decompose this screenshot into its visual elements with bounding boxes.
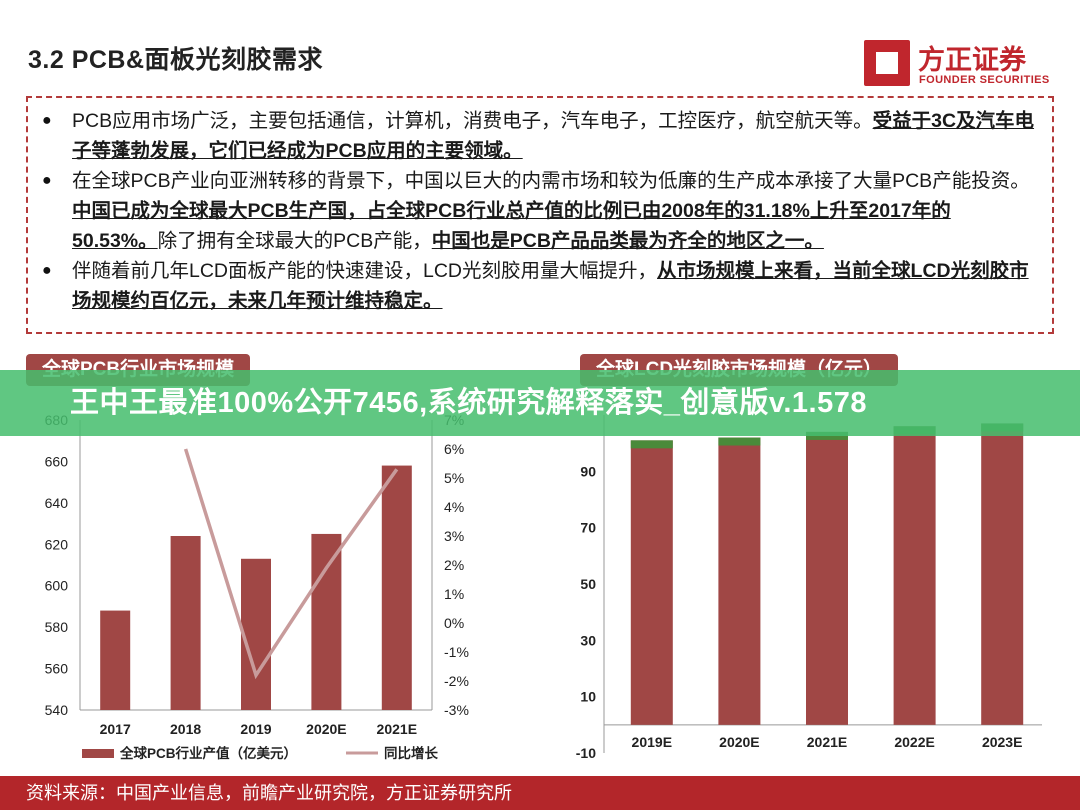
bullet-emphasis: 从市场规模上来看，当前全球LCD光刻胶市场规模约百亿元，未来几年预计维持稳定。 <box>72 260 1029 312</box>
bullet-text: 在全球PCB产业向亚洲转移的背景下，中国以巨大的内需市场和较为低廉的生产成本承接… <box>72 170 1030 192</box>
growth-line <box>183 448 399 680</box>
lcd-chart-svg: -10 10 30 50 70 90 2019E 2020E 2021E 2022E 2023E <box>576 415 1042 761</box>
y-tick-label-right: 1% <box>444 586 464 602</box>
source-footer: 资料来源：中国产业信息，前瞻产业研究院，方正证券研究所 <box>0 776 1080 810</box>
bar <box>381 465 412 710</box>
bar <box>311 533 342 710</box>
pcb-market-chart: 540560580600620640660680-3%-2%-1%0%1%2%3… <box>20 380 520 770</box>
bullet-lcd-photoresist: 伴随着前几年LCD面板产能的快速建设，LCD光刻胶用量大幅提升，从市场规模上来看… <box>42 256 1036 316</box>
logo-name: 方正证券 <box>918 45 1026 75</box>
bar <box>100 610 131 710</box>
bar <box>170 536 201 710</box>
y-tick-label: -10 <box>576 745 596 761</box>
y-tick-label: 50 <box>580 576 596 592</box>
bullet-china-pcb: 在全球PCB产业向亚洲转移的背景下，中国以巨大的内需市场和较为低廉的生产成本承接… <box>42 166 1036 256</box>
y-tick-label-right: 5% <box>444 470 464 486</box>
y-tick-label-right: -3% <box>444 702 469 718</box>
y-tick-label-left: 600 <box>45 578 69 594</box>
y-tick-label-left: 560 <box>45 661 69 677</box>
y-tick-label-left: 580 <box>45 619 69 635</box>
bar-top <box>630 440 673 449</box>
y-tick-label-left: 540 <box>45 702 69 718</box>
y-tick-label: 10 <box>580 689 596 705</box>
bullet-text: PCB应用市场广泛，主要包括通信，计算机，消费电子，汽车电子，工控医疗，航空航天… <box>72 110 873 132</box>
y-tick-label: 70 <box>580 520 596 536</box>
pcb-chart-svg: 540560580600620640660680-3%-2%-1%0%1%2%3… <box>45 412 469 761</box>
bullet-emphasis: 中国已成为全球最大PCB生产国，占全球PCB行业总产值的比例已由2008年的31… <box>72 200 951 252</box>
logo-mark-icon <box>864 40 910 86</box>
bullet-pcb-applications: PCB应用市场广泛，主要包括通信，计算机，消费电子，汽车电子，工控医疗，航空航天… <box>42 106 1036 166</box>
y-tick-label-right: 4% <box>444 499 464 515</box>
legend-swatch-bar <box>82 749 114 758</box>
bar <box>630 440 673 725</box>
bar <box>718 437 761 725</box>
x-tick-label: 2017 <box>100 721 131 737</box>
bullet-emphasis: 受益于3C及汽车电子等蓬勃发展，它们已经成为PCB应用的主要领域。 <box>72 110 1035 162</box>
y-tick-label-right: -1% <box>444 644 469 660</box>
bullet-emphasis: 中国也是PCB产品品类最为齐全的地区之一。 <box>431 230 824 252</box>
y-tick-label-left: 660 <box>45 453 69 469</box>
bullet-text: 除了拥有全球最大的PCB产能， <box>157 230 432 252</box>
x-tick-label: 2020E <box>719 734 759 750</box>
y-tick-label-right: -2% <box>444 673 469 689</box>
y-tick-label-right: 3% <box>444 528 464 544</box>
lcd-market-chart: -10 10 30 50 70 90 2019E 2020E 2021E 2022E 2023E <box>560 380 1060 770</box>
y-tick-label-left: 620 <box>45 536 69 552</box>
company-logo: 方正证券 FOUNDER SECURITIES <box>862 38 1052 94</box>
x-tick-label: 2019 <box>240 721 271 737</box>
x-tick-label: 2021E <box>807 734 847 750</box>
y-tick-label: 90 <box>580 463 596 479</box>
y-tick-label-right: 0% <box>444 615 464 631</box>
y-tick-label-right: 2% <box>444 557 464 573</box>
bar <box>241 558 271 710</box>
bar <box>893 426 936 725</box>
y-tick-label-right: 6% <box>444 441 464 457</box>
overlay-banner: 王中王最准100%公开7456,系统研究解释落实_创意版v.1.578 <box>0 370 1080 436</box>
legend-label-bar: 全球PCB行业产值（亿美元） <box>119 745 297 761</box>
page-title: 3.2 PCB&面板光刻胶需求 <box>28 46 324 74</box>
x-tick-label: 2021E <box>377 721 417 737</box>
x-tick-label: 2020E <box>306 721 346 737</box>
bar <box>806 431 848 725</box>
y-tick-label: 30 <box>580 632 596 648</box>
legend-label-line: 同比增长 <box>384 745 438 761</box>
x-tick-label: 2023E <box>982 734 1022 750</box>
x-tick-label: 2018 <box>170 721 201 737</box>
logo-subtitle: FOUNDER SECURITIES <box>919 74 1050 86</box>
bar <box>981 423 1024 725</box>
x-tick-label: 2022E <box>894 734 934 750</box>
summary-box: PCB应用市场广泛，主要包括通信，计算机，消费电子，汽车电子，工控医疗，航空航天… <box>26 96 1054 334</box>
x-tick-label: 2019E <box>632 734 672 750</box>
bullet-text: 伴随着前几年LCD面板产能的快速建设，LCD光刻胶用量大幅提升， <box>72 260 658 282</box>
bar-top <box>718 437 761 446</box>
y-tick-label-left: 640 <box>45 495 69 511</box>
